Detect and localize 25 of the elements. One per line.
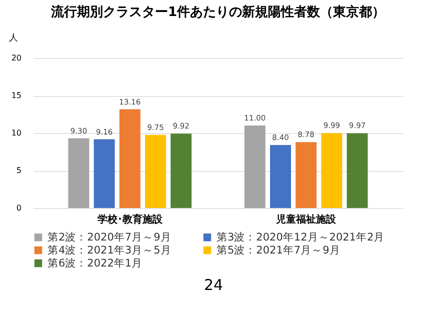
legend-label: 第6波：2022年1月 bbox=[48, 256, 143, 270]
bar bbox=[68, 138, 90, 208]
y-tick-label: 0 bbox=[16, 204, 22, 212]
y-tick-label: 10 bbox=[11, 128, 22, 138]
bar bbox=[346, 133, 368, 208]
bar bbox=[119, 109, 140, 208]
y-tick-label: 5 bbox=[16, 166, 22, 175]
bar bbox=[321, 133, 342, 208]
bar bbox=[270, 145, 291, 208]
chart-title: 流行期別クラスター1件あたりの新規陽性者数（東京都） bbox=[50, 4, 386, 20]
bar bbox=[145, 134, 166, 208]
y-axis-title: 人 bbox=[9, 32, 18, 44]
bar bbox=[170, 134, 192, 208]
bar bbox=[244, 126, 266, 208]
legend-label: 第3波：2020年12月～2021年2月 bbox=[216, 230, 385, 244]
bar bbox=[94, 139, 115, 208]
legend-label: 第5波：2021年7月～9月 bbox=[216, 243, 340, 256]
x-tick-label: 学校･教育施設 bbox=[97, 214, 164, 226]
legend-label: 第4波：2021年3月～5月 bbox=[48, 243, 172, 256]
legend-label: 第2波：2020年7月～9月 bbox=[48, 230, 172, 244]
bar bbox=[296, 142, 317, 208]
x-tick-label: 児童福祉施設 bbox=[275, 214, 338, 226]
y-tick-label: 15 bbox=[11, 91, 22, 100]
y-tick-label: 20 bbox=[11, 54, 22, 62]
text: 24 bbox=[202, 276, 224, 294]
